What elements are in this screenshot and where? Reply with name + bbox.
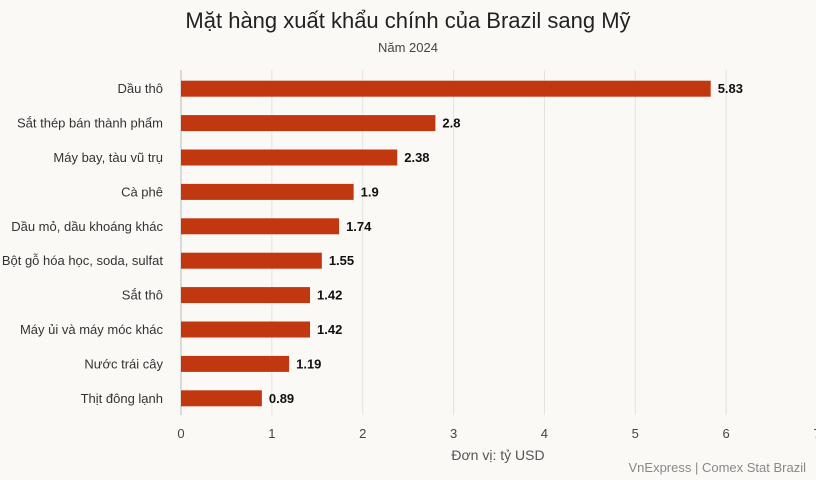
x-tick-label: 1 [268,426,275,441]
category-label: Máy bay, tàu vũ trụ [53,150,163,165]
x-tick-label: 5 [632,426,639,441]
category-label: Nước trái cây [84,356,163,371]
value-label: 1.9 [361,184,379,199]
chart-title: Mặt hàng xuất khẩu chính của Brazil sang… [185,8,631,33]
bar [181,115,436,132]
chart-subtitle: Năm 2024 [378,40,438,55]
category-label: Dầu mỏ, dầu khoáng khác [11,219,163,234]
category-label: Sắt thép bán thành phẩm [17,116,163,131]
category-label: Máy ủi và máy móc khác [20,322,164,337]
bar [181,355,290,372]
bar [181,149,398,166]
category-label: Bột gỗ hóa học, soda, sulfat [2,253,164,268]
category-label: Dầu thô [117,81,163,96]
x-tick-label: 2 [359,426,366,441]
value-label: 1.42 [317,322,342,337]
x-tick-label: 3 [450,426,457,441]
source-credit: VnExpress | Comex Stat Brazil [628,460,807,475]
value-label: 5.83 [718,81,743,96]
x-tick-label: 7 [813,426,816,441]
bar [181,287,311,304]
value-label: 2.38 [404,150,429,165]
category-label: Cà phê [121,184,163,199]
bars [181,80,711,407]
category-label: Thịt đông lạnh [81,391,163,406]
value-label: 1.42 [317,288,342,303]
bar [181,80,711,97]
x-tick-label: 6 [723,426,730,441]
value-label: 1.19 [296,356,321,371]
value-label: 0.89 [269,391,294,406]
bar [181,183,354,200]
bar [181,252,322,269]
x-tick-label: 4 [541,426,548,441]
x-tick-label: 0 [177,426,184,441]
bar [181,218,340,235]
labels: 0 1 2 3 4 5 6 7 Dầu thô 5.83 Sắt thép bán thành ph… [2,81,816,441]
bar [181,321,311,338]
x-axis-label: Đơn vị: tỷ USD [451,447,544,463]
category-label: Sắt thô [122,288,163,303]
value-label: 1.55 [329,253,354,268]
value-label: 2.8 [442,116,460,131]
bar [181,390,262,407]
value-label: 1.74 [346,219,372,234]
